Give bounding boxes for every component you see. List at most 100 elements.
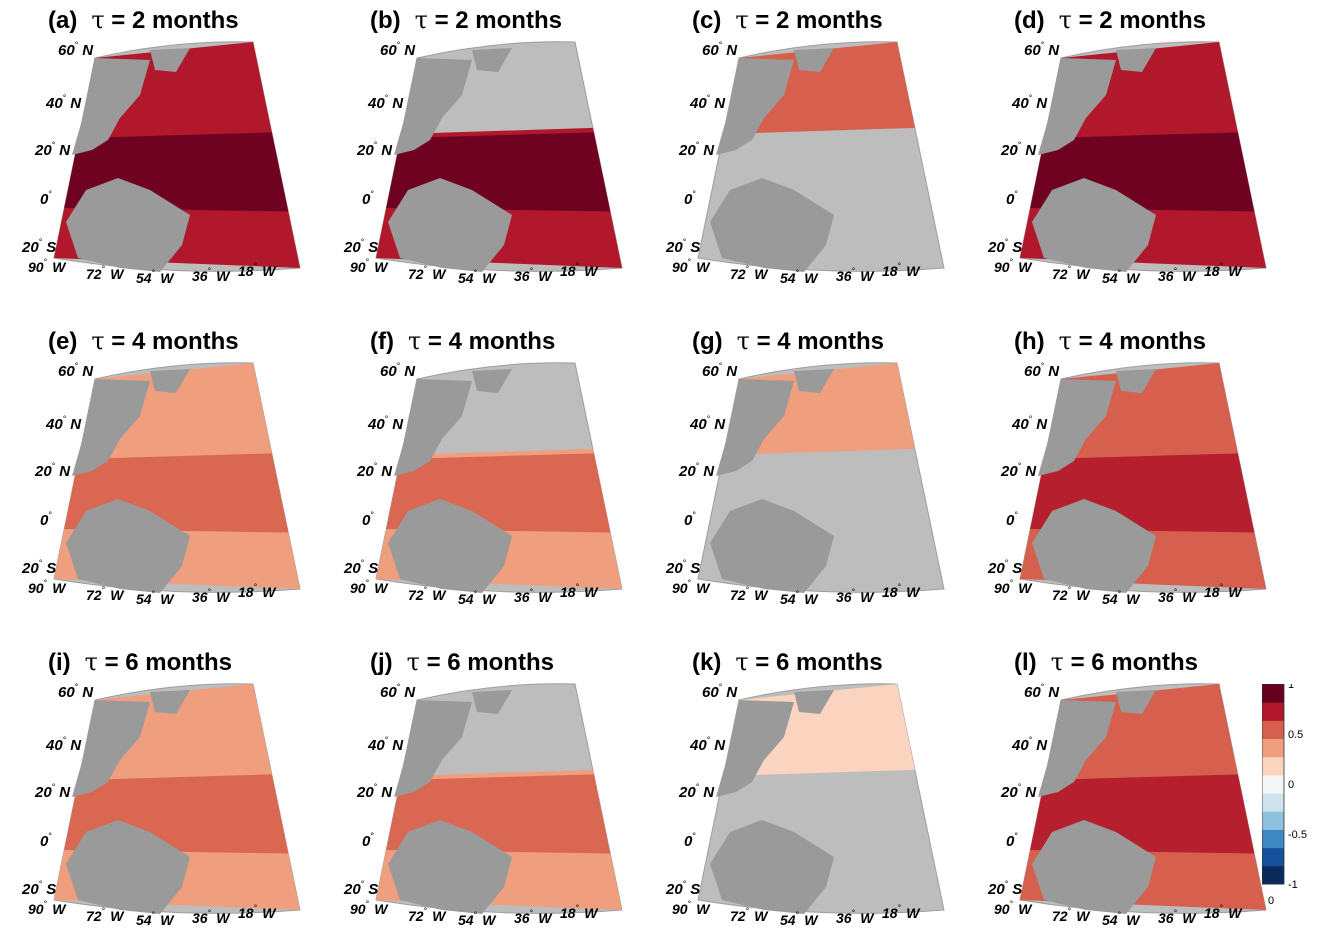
latitude-label: 0°	[1006, 510, 1018, 529]
latitude-label: 20° S	[987, 879, 1022, 898]
map-svg: 60° N 40° N 20° N 0° 20° S90° W 72° W 54° W 36° W 18° W	[21, 682, 301, 928]
north-america-land	[72, 700, 150, 797]
longitude-label: 18° W	[882, 903, 921, 921]
longitude-label: 18° W	[1204, 582, 1243, 600]
longitude-label: 36° W	[1158, 587, 1197, 605]
greenland-land	[150, 48, 190, 72]
longitude-label: 54° W	[780, 910, 819, 928]
longitude-label: 36° W	[192, 587, 231, 605]
map-panel: (l) τ = 6 months 60° N 40° N 20° N 0° 20° S 90° W 72°…	[966, 642, 1288, 942]
map-panel: (g) τ = 4 months 60° N 40° N 20° N 0° 20° S 90° W 72°…	[644, 321, 966, 621]
panel-title: (a) τ = 2 months	[48, 6, 239, 35]
latitude-label: 20° S	[665, 879, 700, 898]
colorbar-tick-label: 1	[1288, 684, 1294, 691]
longitude-label: 90° W	[350, 899, 389, 917]
map-svg: 60° N 40° N 20° N 0° 20° S90° W 72° W 54° W 36° W 18° W	[665, 361, 945, 607]
latitude-label: 20° S	[21, 558, 56, 577]
colorbar-swatch	[1262, 756, 1284, 776]
longitude-label: 90° W	[350, 578, 389, 596]
south-america-land	[388, 499, 512, 593]
south-america-land	[388, 820, 512, 914]
latitude-label: 60° N	[702, 40, 738, 59]
longitude-label: 36° W	[514, 587, 553, 605]
north-america-land	[1038, 379, 1116, 476]
panel-title: (j) τ = 6 months	[370, 648, 554, 677]
longitude-label: 72° W	[86, 585, 125, 603]
greenland-land	[472, 48, 512, 72]
longitude-label: 54° W	[458, 910, 497, 928]
latitude-label: 60° N	[58, 682, 94, 701]
panel-title: (f) τ = 4 months	[370, 327, 555, 356]
longitude-label: 90° W	[28, 257, 67, 275]
colorbar-swatch	[1262, 720, 1284, 740]
panel-label: (a)	[48, 7, 78, 34]
map-panel: (k) τ = 6 months 60° N 40° N 20° N 0° 20° S 90° W 72°…	[644, 642, 966, 942]
longitude-label: 54° W	[458, 589, 497, 607]
latitude-label: 40° N	[1011, 735, 1048, 754]
greenland-land	[150, 369, 190, 393]
latitude-label: 20° S	[21, 237, 56, 256]
latitude-label: 60° N	[380, 682, 416, 701]
longitude-label: 72° W	[1052, 585, 1091, 603]
longitude-label: 36° W	[514, 908, 553, 926]
south-america-land	[388, 178, 512, 272]
map-panel: (e) τ = 4 months 60° N 40° N 20° N 0° 20° S 90° W 72°…	[0, 321, 322, 621]
panel-title: (d) τ = 2 months	[1014, 6, 1206, 35]
map-svg: 60° N 40° N 20° N 0° 20° S90° W 72° W 54° W 36° W 18° W	[987, 682, 1267, 928]
longitude-label: 18° W	[560, 903, 599, 921]
latitude-label: 20° N	[356, 461, 393, 480]
greenland-land	[1116, 48, 1156, 72]
latitude-label: 20° N	[34, 782, 71, 801]
longitude-label: 54° W	[136, 589, 175, 607]
greenland-land	[472, 369, 512, 393]
south-america-land	[66, 820, 190, 914]
longitude-label: 90° W	[994, 899, 1033, 917]
latitude-label: 60° N	[1024, 40, 1060, 59]
longitude-label: 36° W	[836, 908, 875, 926]
panel-tau: τ = 6 months	[1050, 648, 1198, 676]
greenland-land	[794, 369, 834, 393]
longitude-label: 72° W	[1052, 264, 1091, 282]
longitude-label: 72° W	[1052, 906, 1091, 924]
longitude-label: 90° W	[672, 257, 711, 275]
longitude-label: 90° W	[350, 257, 389, 275]
greenland-land	[1116, 369, 1156, 393]
latitude-label: 0°	[40, 831, 52, 850]
south-america-land	[710, 499, 834, 593]
map-panel: (j) τ = 6 months 60° N 40° N 20° N 0° 20° S 90° W 72°…	[322, 642, 644, 942]
latitude-label: 20° N	[356, 782, 393, 801]
colorbar-swatch	[1262, 865, 1284, 885]
longitude-label: 18° W	[1204, 261, 1243, 279]
latitude-label: 0°	[1006, 189, 1018, 208]
map-svg: 60° N 40° N 20° N 0° 20° S90° W 72° W 54° W 36° W 18° W	[343, 40, 623, 286]
longitude-label: 90° W	[672, 578, 711, 596]
latitude-label: 20° N	[34, 461, 71, 480]
latitude-label: 20° S	[987, 558, 1022, 577]
panel-tau: τ = 4 months	[736, 327, 884, 355]
panel-title: (b) τ = 2 months	[370, 6, 562, 35]
colorbar-tick-label: 0.5	[1288, 729, 1303, 741]
longitude-label: 18° W	[560, 582, 599, 600]
latitude-label: 40° N	[45, 735, 82, 754]
longitude-label: 18° W	[238, 582, 277, 600]
north-america-land	[1038, 58, 1116, 155]
south-america-land	[710, 178, 834, 272]
longitude-label: 18° W	[238, 903, 277, 921]
greenland-land	[1116, 690, 1156, 714]
latitude-label: 0°	[684, 510, 696, 529]
panel-tau: τ = 2 months	[91, 6, 239, 34]
north-america-land	[716, 379, 794, 476]
longitude-label: 72° W	[408, 906, 447, 924]
colorbar-frame	[1261, 683, 1285, 885]
longitude-label: 54° W	[1102, 910, 1141, 928]
longitude-label: 54° W	[136, 268, 175, 286]
longitude-label: 72° W	[408, 264, 447, 282]
map-panel: (h) τ = 4 months 60° N 40° N 20° N 0° 20° S 90° W 72°…	[966, 321, 1288, 621]
longitude-label: 90° W	[672, 899, 711, 917]
south-america-land	[1032, 499, 1156, 593]
longitude-label: 54° W	[1102, 268, 1141, 286]
longitude-label: 54° W	[1102, 589, 1141, 607]
map-svg: 60° N 40° N 20° N 0° 20° S90° W 72° W 54° W 36° W 18° W	[665, 40, 945, 286]
panel-tau: τ = 4 months	[91, 327, 239, 355]
map-panel: (b) τ = 2 months 60° N 40° N 20° N 0° 20° S 90° W 72°…	[322, 0, 644, 300]
